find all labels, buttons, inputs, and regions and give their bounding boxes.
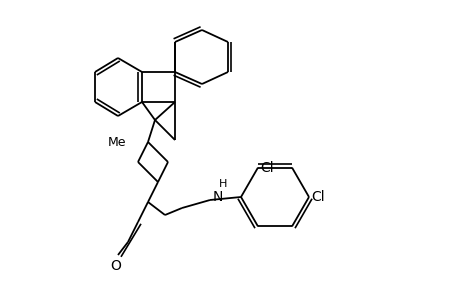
Text: O: O bbox=[110, 259, 121, 273]
Text: Cl: Cl bbox=[310, 190, 324, 204]
Text: Cl: Cl bbox=[259, 160, 273, 175]
Text: N: N bbox=[213, 190, 223, 204]
Text: H: H bbox=[218, 179, 227, 189]
Text: Me: Me bbox=[107, 136, 126, 148]
